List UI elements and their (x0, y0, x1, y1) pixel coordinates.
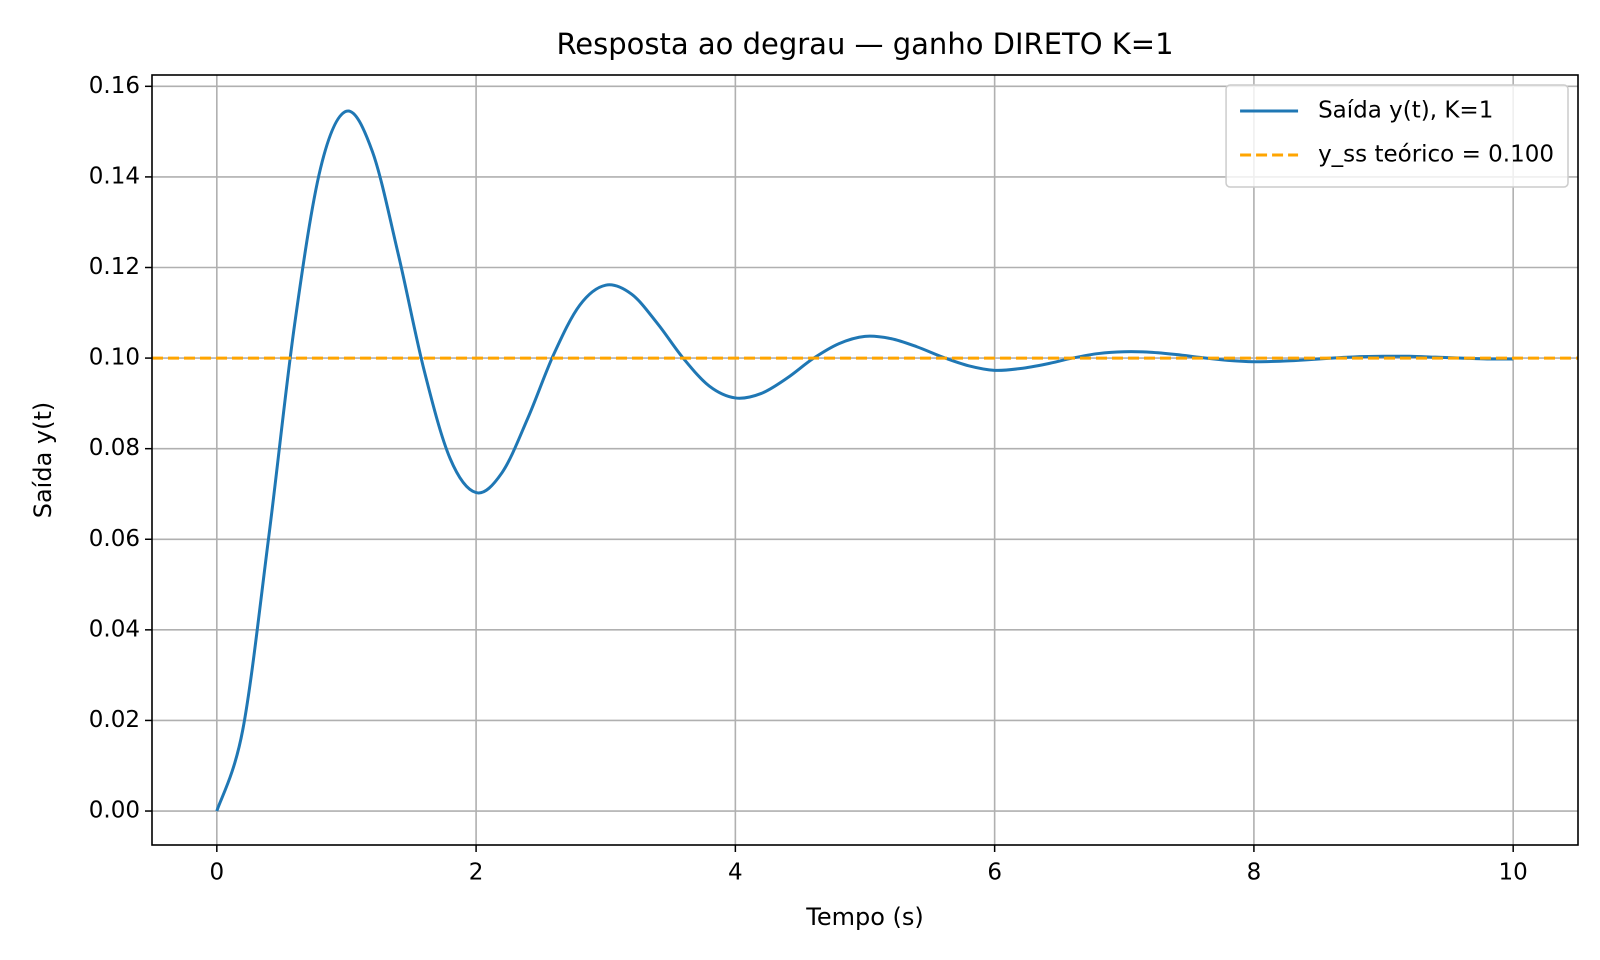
legend-label: y_ss teórico = 0.100 (1318, 142, 1554, 168)
y-tick-label: 0.14 (89, 163, 140, 189)
y-tick-label: 0.10 (89, 345, 140, 371)
y-tick-label: 0.16 (89, 73, 140, 99)
y-tick-label: 0.02 (89, 707, 140, 733)
x-tick-label: 0 (209, 860, 224, 886)
x-tick-label: 4 (728, 860, 743, 886)
y-axis-label: Saída y(t) (29, 402, 57, 519)
y-tick-label: 0.06 (89, 526, 140, 552)
chart-title: Resposta ao degrau — ganho DIRETO K=1 (556, 27, 1173, 61)
y-tick-label: 0.00 (89, 798, 140, 824)
y-tick-label: 0.04 (89, 616, 140, 642)
plot-frame (151, 74, 1579, 846)
y-tick-label: 0.12 (89, 254, 140, 280)
x-axis-label: Tempo (s) (805, 903, 924, 931)
x-tick-label: 2 (469, 860, 484, 886)
legend-label: Saída y(t), K=1 (1318, 98, 1493, 124)
data-line (215, 109, 1514, 812)
legend-box (1225, 84, 1569, 188)
x-tick-label: 6 (987, 860, 1002, 886)
x-tick-label: 10 (1499, 860, 1528, 886)
legend: Saída y(t), K=1 y_ss teórico = 0.100 (1240, 98, 1554, 168)
y-tick-label: 0.08 (89, 435, 140, 461)
x-tick-label: 8 (1247, 860, 1262, 886)
